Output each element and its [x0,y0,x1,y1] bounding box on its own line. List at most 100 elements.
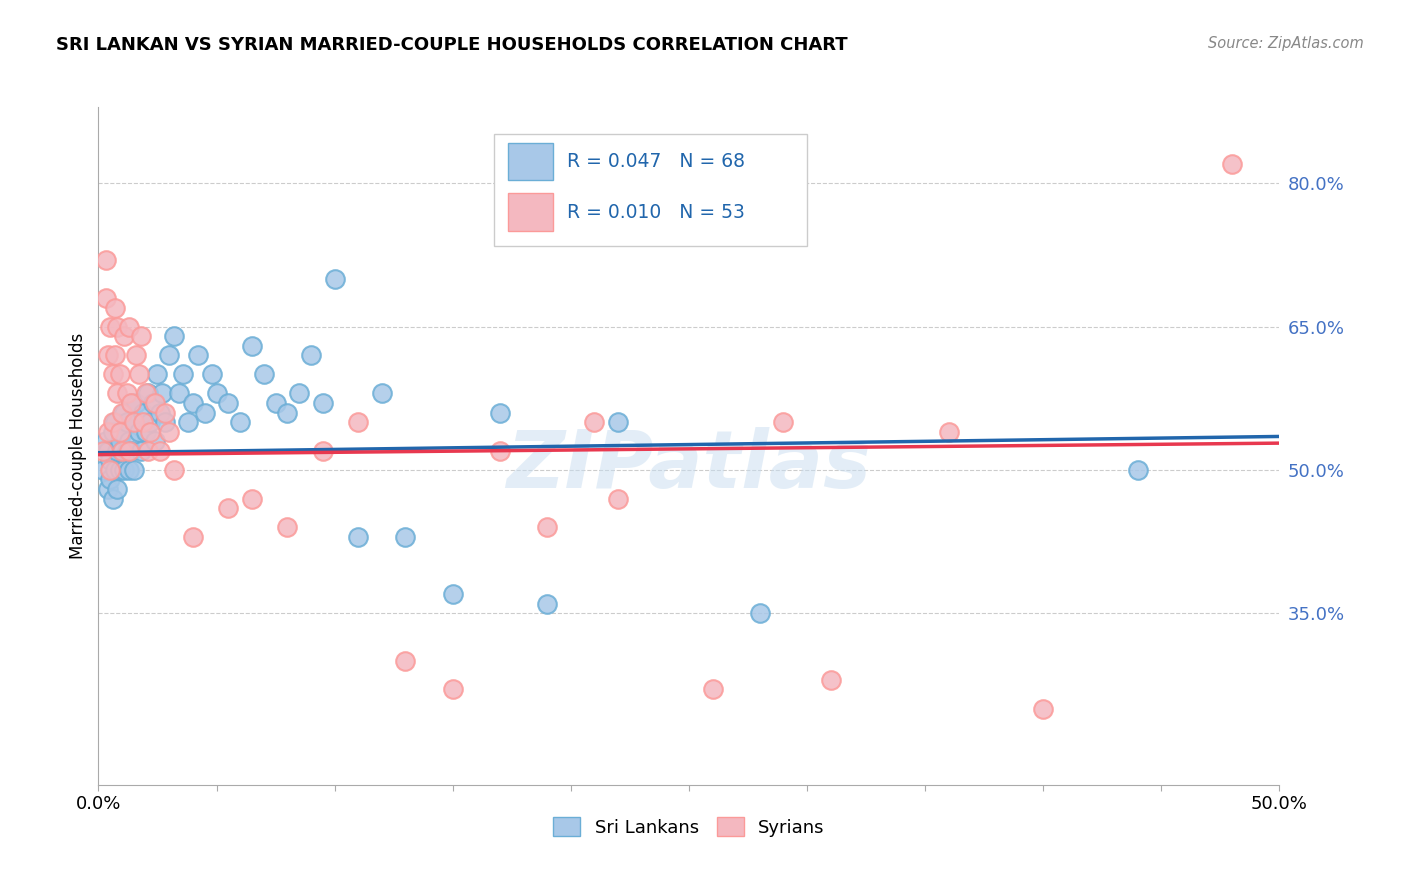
FancyBboxPatch shape [494,134,807,246]
Point [149,406,172,420]
Point [108,368,131,382]
Point [167,386,190,401]
Point [97,482,120,496]
Point [136,386,159,401]
Point [702,682,724,697]
Y-axis label: Married-couple Households: Married-couple Households [69,333,87,559]
Point [217,396,239,410]
Point [104,301,127,315]
Point [91,443,114,458]
Text: Source: ZipAtlas.com: Source: ZipAtlas.com [1208,36,1364,51]
Point [607,415,630,429]
Point [98,472,121,486]
Point [139,415,162,429]
Point [97,443,120,458]
Point [150,386,173,401]
Point [136,443,159,458]
Point [143,434,166,449]
Point [139,425,162,439]
Point [111,425,134,439]
Point [112,329,135,343]
Point [108,425,131,439]
Point [94,252,117,267]
Point [118,443,141,458]
Point [489,406,512,420]
Point [142,396,165,410]
Point [772,415,794,429]
Point [97,425,120,439]
Point [177,415,200,429]
Point [105,443,128,458]
Point [111,443,134,458]
Point [347,415,370,429]
FancyBboxPatch shape [508,143,553,180]
Point [172,368,194,382]
Point [1032,701,1054,715]
Point [146,368,169,382]
Point [143,396,166,410]
Point [312,443,335,458]
Point [118,434,141,449]
Point [264,396,287,410]
Point [104,415,127,429]
Point [121,443,143,458]
Point [153,406,176,420]
Point [122,463,145,477]
Point [105,386,128,401]
Point [129,329,152,343]
Point [240,339,263,353]
Point [94,291,117,305]
Point [98,453,121,467]
Point [240,491,263,506]
Point [1126,463,1149,477]
Point [149,443,172,458]
Point [104,463,127,477]
Point [229,415,252,429]
Point [163,329,186,343]
Point [128,425,150,439]
Point [104,348,127,362]
Point [489,443,512,458]
Point [125,396,148,410]
Point [205,386,228,401]
Point [108,463,131,477]
Point [111,443,134,458]
Point [101,415,124,429]
Point [121,396,143,410]
Point [276,406,298,420]
Point [98,319,121,334]
Point [118,319,141,334]
Point [187,348,209,362]
Point [299,348,322,362]
Point [371,386,394,401]
Point [157,425,180,439]
Point [112,406,135,420]
Point [135,425,157,439]
Point [536,520,558,534]
Point [157,348,180,362]
Point [101,425,124,439]
Point [253,368,276,382]
Point [101,368,124,382]
Point [111,406,134,420]
Point [153,415,176,429]
Point [394,654,416,668]
Text: SRI LANKAN VS SYRIAN MARRIED-COUPLE HOUSEHOLDS CORRELATION CHART: SRI LANKAN VS SYRIAN MARRIED-COUPLE HOUS… [56,36,848,54]
Point [288,386,311,401]
FancyBboxPatch shape [508,194,553,231]
Legend: Sri Lankans, Syrians: Sri Lankans, Syrians [546,810,832,844]
Point [105,482,128,496]
Point [607,491,630,506]
Point [181,396,204,410]
Text: R = 0.010   N = 53: R = 0.010 N = 53 [567,202,745,221]
Point [91,463,114,477]
Point [101,491,124,506]
Point [312,396,335,410]
Point [748,606,770,620]
Point [938,425,960,439]
Point [536,597,558,611]
Point [394,530,416,544]
Point [194,406,217,420]
Point [115,386,138,401]
Point [129,443,152,458]
